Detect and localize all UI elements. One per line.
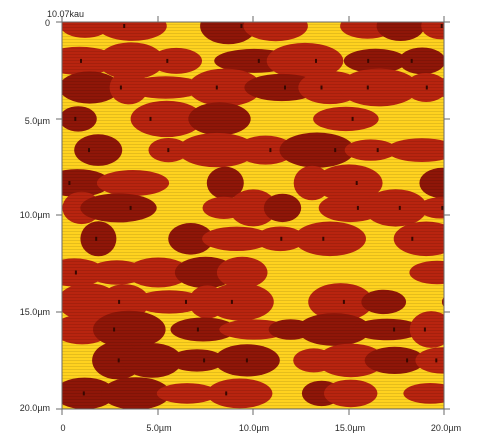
grain-defect-24 bbox=[459, 86, 461, 90]
grain-79 bbox=[449, 316, 479, 342]
y-tick-label-15: 15.0µm bbox=[4, 307, 50, 317]
scanline-overlay bbox=[62, 22, 444, 409]
scale-max-label: 10.07kau bbox=[47, 9, 84, 19]
grain-defect-57 bbox=[472, 237, 474, 241]
x-tick-label-0: 0 bbox=[43, 423, 83, 433]
x-tick-label-10: 10.0µm bbox=[234, 423, 274, 433]
y-tick-label-10: 10.0µm bbox=[4, 210, 50, 220]
grain-7 bbox=[445, 13, 479, 38]
grain-35 bbox=[444, 134, 479, 165]
x-tick-label-15: 15.0µm bbox=[330, 423, 370, 433]
x-tick-label-20: 20.0µm bbox=[426, 423, 466, 433]
y-tick-label-20: 20.0µm bbox=[4, 403, 50, 413]
grain-defect-42 bbox=[445, 181, 447, 185]
x-tick-label-5: 5.0µm bbox=[139, 423, 179, 433]
y-tick-label-0: 0 bbox=[2, 18, 50, 28]
grain-defect-63 bbox=[445, 271, 447, 275]
grain-56 bbox=[442, 229, 479, 249]
y-tick-label-5: 5.0µm bbox=[4, 116, 50, 126]
